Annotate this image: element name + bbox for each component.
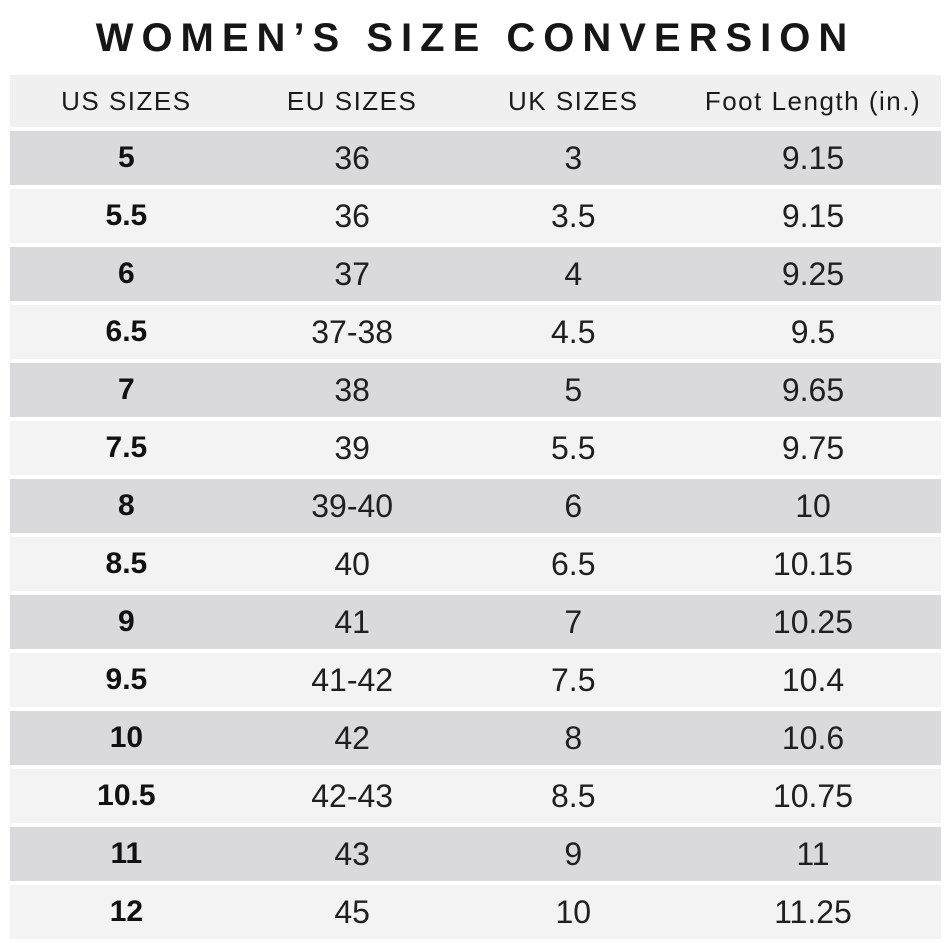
cell-us-size: 7.5 [10, 421, 243, 475]
table-row: 8.5 40 6.5 10.15 [10, 537, 941, 591]
cell-foot-length: 10.15 [684, 537, 941, 591]
cell-us-size: 10 [10, 711, 243, 765]
table-row: 5 36 3 9.15 [10, 131, 941, 185]
cell-us-size: 9.5 [10, 653, 243, 707]
cell-us-size: 8.5 [10, 537, 243, 591]
table-row: 6.5 37-38 4.5 9.5 [10, 305, 941, 359]
table-row: 9 41 7 10.25 [10, 595, 941, 649]
table-body: 5 36 3 9.15 5.5 36 3.5 9.15 6 37 4 9.25 6.5 37-38 4.5 9… [10, 131, 941, 939]
cell-eu-size: 38 [242, 363, 462, 417]
cell-foot-length: 10.75 [684, 769, 941, 823]
cell-eu-size: 41 [242, 595, 462, 649]
page-title: WOMEN’S SIZE CONVERSION [95, 16, 856, 60]
cell-uk-size: 6 [461, 479, 685, 533]
cell-foot-length: 9.5 [684, 305, 941, 359]
cell-us-size: 11 [10, 827, 243, 881]
cell-us-size: 9 [10, 595, 243, 649]
table-row: 5.5 36 3.5 9.15 [10, 189, 941, 243]
table-row: 10 42 8 10.6 [10, 711, 941, 765]
table-row: 7.5 39 5.5 9.75 [10, 421, 941, 475]
cell-eu-size: 37-38 [242, 305, 462, 359]
cell-eu-size: 39 [242, 421, 462, 475]
cell-foot-length: 10.6 [684, 711, 941, 765]
cell-uk-size: 5.5 [461, 421, 685, 475]
cell-us-size: 5.5 [10, 189, 243, 243]
cell-uk-size: 4 [461, 247, 685, 301]
table-row: 6 37 4 9.25 [10, 247, 941, 301]
column-header-us-sizes: US SIZES [10, 75, 243, 127]
cell-foot-length: 9.15 [684, 189, 941, 243]
cell-eu-size: 36 [242, 189, 462, 243]
cell-eu-size: 37 [242, 247, 462, 301]
cell-eu-size: 43 [242, 827, 462, 881]
cell-eu-size: 42 [242, 711, 462, 765]
cell-eu-size: 39-40 [242, 479, 462, 533]
cell-foot-length: 10.25 [684, 595, 941, 649]
cell-eu-size: 41-42 [242, 653, 462, 707]
cell-us-size: 10.5 [10, 769, 243, 823]
table-row: 10.5 42-43 8.5 10.75 [10, 769, 941, 823]
cell-uk-size: 4.5 [461, 305, 685, 359]
table-row: 12 45 10 11.25 [10, 885, 941, 939]
table-row: 9.5 41-42 7.5 10.4 [10, 653, 941, 707]
cell-foot-length: 11.25 [684, 885, 941, 939]
table-row: 11 43 9 11 [10, 827, 941, 881]
cell-us-size: 8 [10, 479, 243, 533]
column-header-foot-length: Foot Length (in.) [684, 75, 941, 127]
cell-uk-size: 3 [461, 131, 685, 185]
cell-foot-length: 9.65 [684, 363, 941, 417]
cell-us-size: 7 [10, 363, 243, 417]
cell-us-size: 5 [10, 131, 243, 185]
cell-foot-length: 9.25 [684, 247, 941, 301]
cell-uk-size: 9 [461, 827, 685, 881]
cell-eu-size: 45 [242, 885, 462, 939]
cell-foot-length: 9.75 [684, 421, 941, 475]
cell-uk-size: 7 [461, 595, 685, 649]
cell-us-size: 12 [10, 885, 243, 939]
cell-uk-size: 6.5 [461, 537, 685, 591]
cell-eu-size: 42-43 [242, 769, 462, 823]
column-header-uk-sizes: UK SIZES [461, 75, 685, 127]
cell-uk-size: 3.5 [461, 189, 685, 243]
cell-eu-size: 36 [242, 131, 462, 185]
cell-uk-size: 10 [461, 885, 685, 939]
cell-us-size: 6.5 [10, 305, 243, 359]
cell-us-size: 6 [10, 247, 243, 301]
table-row: 8 39-40 6 10 [10, 479, 941, 533]
cell-uk-size: 7.5 [461, 653, 685, 707]
size-conversion-table: US SIZES EU SIZES UK SIZES Foot Length (… [10, 71, 941, 943]
table-row: 7 38 5 9.65 [10, 363, 941, 417]
cell-uk-size: 5 [461, 363, 685, 417]
cell-eu-size: 40 [242, 537, 462, 591]
header-row: US SIZES EU SIZES UK SIZES Foot Length (… [10, 75, 941, 127]
table-header: US SIZES EU SIZES UK SIZES Foot Length (… [10, 75, 941, 127]
cell-foot-length: 11 [684, 827, 941, 881]
cell-uk-size: 8 [461, 711, 685, 765]
cell-uk-size: 8.5 [461, 769, 685, 823]
cell-foot-length: 10 [684, 479, 941, 533]
column-header-eu-sizes: EU SIZES [242, 75, 462, 127]
cell-foot-length: 10.4 [684, 653, 941, 707]
cell-foot-length: 9.15 [684, 131, 941, 185]
